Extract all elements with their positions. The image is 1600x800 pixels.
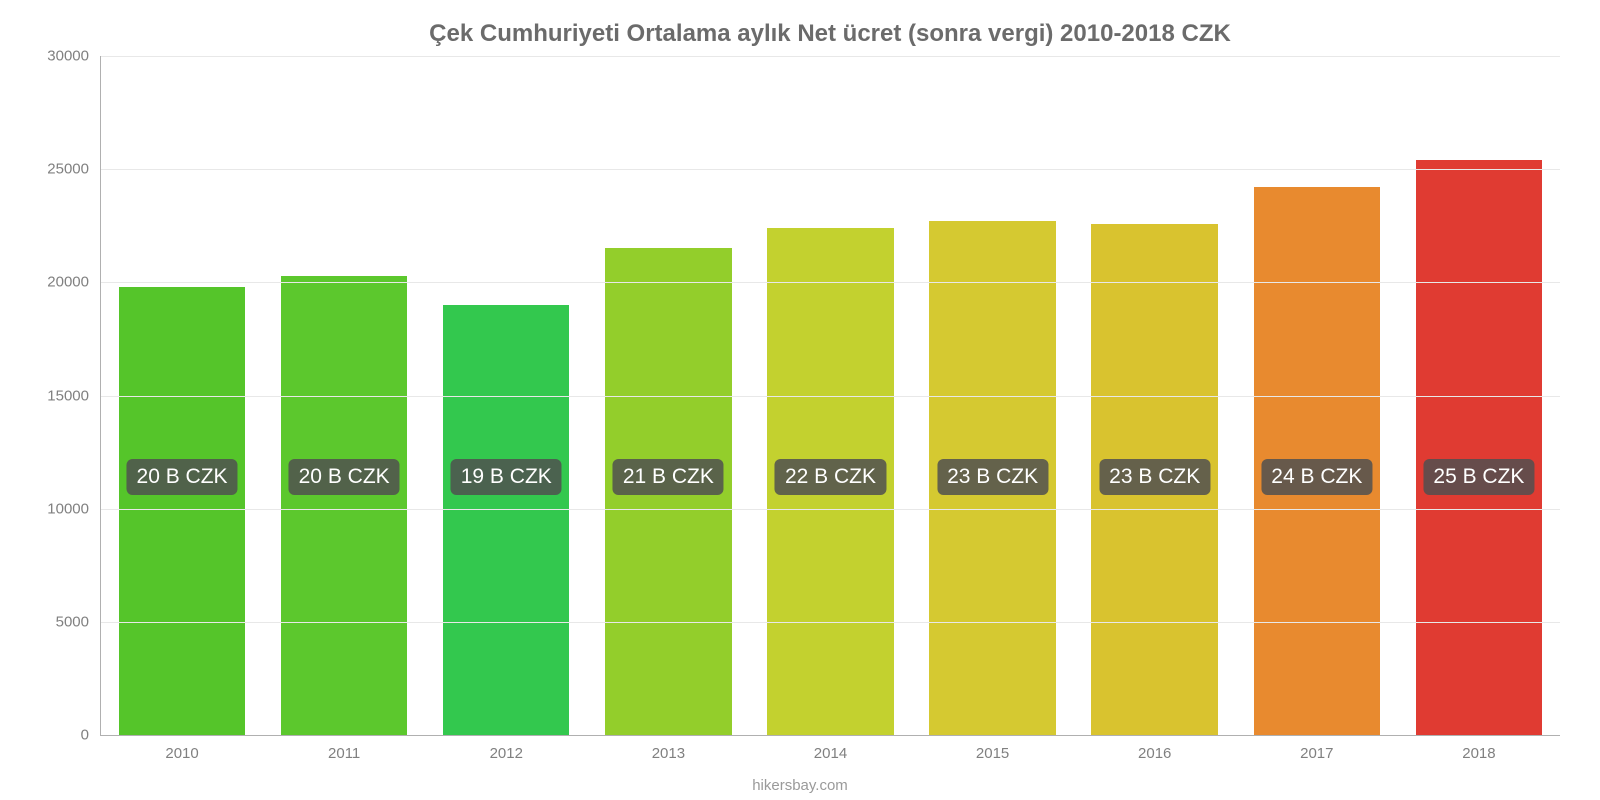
bar-value-chip: 23 B CZK	[1099, 459, 1210, 495]
ytick-label: 30000	[47, 48, 101, 65]
gridline	[101, 169, 1560, 170]
xtick-label: 2015	[976, 735, 1009, 762]
gridline	[101, 56, 1560, 57]
xtick-label: 2018	[1462, 735, 1495, 762]
gridline	[101, 509, 1560, 510]
bar	[1416, 160, 1542, 735]
xtick-label: 2017	[1300, 735, 1333, 762]
xtick-label: 2013	[652, 735, 685, 762]
bar	[119, 287, 245, 735]
ytick-label: 5000	[56, 613, 101, 630]
xtick-label: 2016	[1138, 735, 1171, 762]
bar-value-chip: 24 B CZK	[1261, 459, 1372, 495]
ytick-label: 15000	[47, 387, 101, 404]
ytick-label: 20000	[47, 274, 101, 291]
xtick-label: 2010	[165, 735, 198, 762]
ytick-label: 10000	[47, 500, 101, 517]
bar	[281, 276, 407, 735]
source-text: hikersbay.com	[0, 777, 1600, 794]
ytick-label: 25000	[47, 161, 101, 178]
bar-value-chip: 25 B CZK	[1423, 459, 1534, 495]
xtick-label: 2011	[328, 735, 360, 762]
gridline	[101, 396, 1560, 397]
bar-value-chip: 23 B CZK	[937, 459, 1048, 495]
bar-value-chip: 19 B CZK	[451, 459, 562, 495]
ytick-label: 0	[81, 727, 101, 744]
bar-value-chip: 22 B CZK	[775, 459, 886, 495]
plot-area: 20 B CZK201020 B CZK201119 B CZK201221 B…	[100, 56, 1560, 736]
gridline	[101, 282, 1560, 283]
chart-title: Çek Cumhuriyeti Ortalama aylık Net ücret…	[100, 20, 1560, 48]
bar	[443, 305, 569, 735]
chart-container: Çek Cumhuriyeti Ortalama aylık Net ücret…	[0, 0, 1600, 800]
xtick-label: 2014	[814, 735, 847, 762]
bar-value-chip: 21 B CZK	[613, 459, 724, 495]
xtick-label: 2012	[490, 735, 523, 762]
bar-value-chip: 20 B CZK	[127, 459, 238, 495]
gridline	[101, 622, 1560, 623]
bar-value-chip: 20 B CZK	[289, 459, 400, 495]
